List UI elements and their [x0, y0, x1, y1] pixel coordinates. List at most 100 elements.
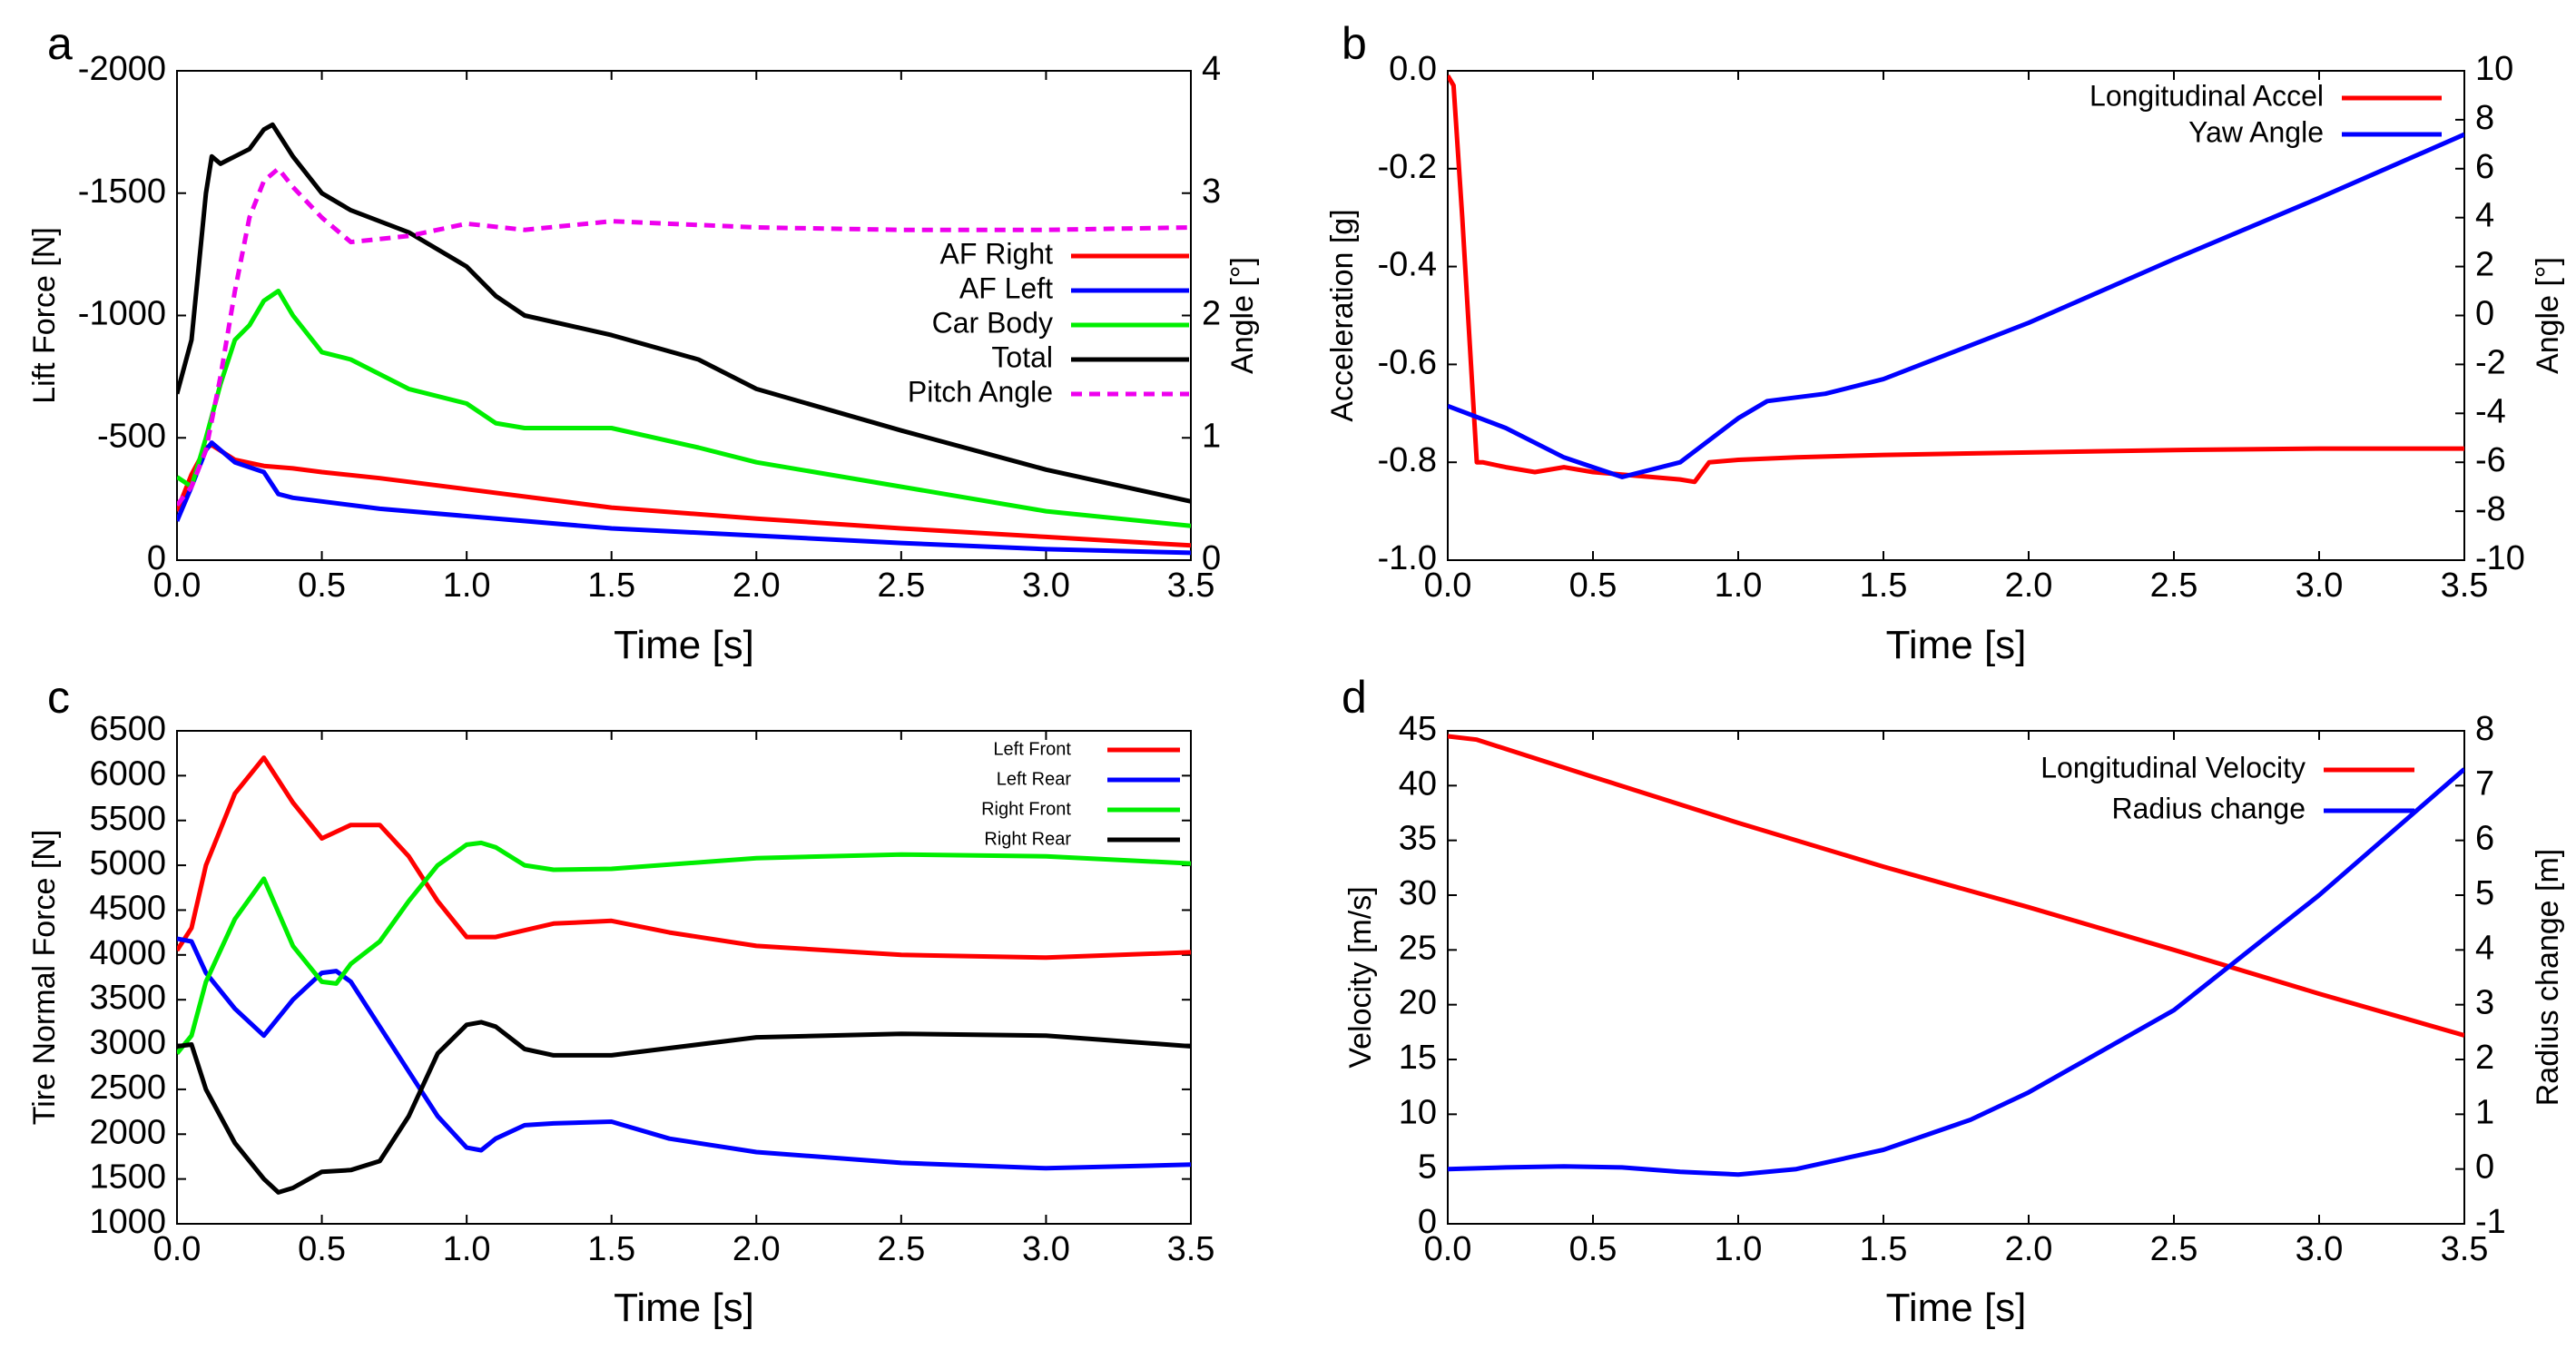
y-tick-label: 3500 [89, 979, 166, 1017]
x-tick-label: 0.0 [1424, 1230, 1472, 1268]
y-tick-label: 5500 [89, 800, 166, 838]
y-tick-label: 0 [147, 539, 166, 577]
y-tick-label: 0 [1418, 1203, 1437, 1241]
y-axis-title: Acceleration [g] [1325, 209, 1360, 421]
y-tick-label: -500 [97, 417, 166, 455]
y-tick-label: 6000 [89, 754, 166, 793]
x-tick-label: 1.5 [1860, 567, 1908, 605]
x-tick-label: 3.5 [1167, 1230, 1215, 1268]
y-tick-label: -1000 [78, 295, 166, 333]
plot-frame [176, 730, 1192, 1225]
y2-tick-label: 1 [2475, 1093, 2494, 1131]
y-tick-label: -0.4 [1378, 246, 1437, 284]
y-tick-label: 10 [1399, 1093, 1437, 1131]
y-tick-label: -0.2 [1378, 148, 1437, 186]
x-tick-label: 3.5 [1167, 567, 1215, 605]
x-tick-label: 0.5 [1569, 1230, 1617, 1268]
y2-tick-label: 3 [1202, 172, 1221, 211]
y2-tick-label: 10 [2475, 50, 2513, 88]
y2-tick-label: 0 [2475, 295, 2494, 333]
panel-letter: d [1342, 672, 1367, 723]
y2-tick-label: -10 [2475, 539, 2525, 577]
y2-axis-title: Angle [°] [2531, 257, 2565, 374]
x-axis-title: Time [s] [614, 623, 754, 667]
x-tick-label: 2.5 [2150, 1230, 2198, 1268]
x-tick-label: 2.5 [877, 1230, 925, 1268]
x-tick-label: 3.0 [2296, 567, 2344, 605]
x-tick-label: 2.5 [2150, 567, 2198, 605]
plot-frame [1447, 730, 2465, 1225]
series-line-radius-change [1448, 767, 2464, 1178]
panel-c: c 0.0 0.5 1.0 1.5 2.0 2.5 3.0 3.5 Time [s] 6500 600… [27, 672, 1214, 1330]
y-axis-title: Velocity [m/s] [1343, 886, 1378, 1068]
x-tick-label: 1.5 [1860, 1230, 1908, 1268]
legend-label: Right Front [981, 799, 1071, 819]
x-axis-title: Time [s] [614, 1286, 754, 1330]
series-line-right-rear [177, 1020, 1191, 1195]
y-tick-label: 3000 [89, 1024, 166, 1062]
y2-tick-label: 6 [2475, 148, 2494, 186]
x-tick-label: 3.0 [1022, 567, 1070, 605]
y-tick-label: 5 [1418, 1148, 1437, 1187]
y2-tick-label: 0 [2475, 1148, 2494, 1187]
y-tick-label: 45 [1399, 710, 1437, 748]
legend-label: Radius change [2112, 792, 2306, 824]
y2-tick-label: 5 [2475, 874, 2494, 912]
y-tick-label: 2500 [89, 1069, 166, 1107]
y-tick-label: 4500 [89, 889, 166, 927]
y-tick-label: 1500 [89, 1158, 166, 1197]
x-tick-label: 2.0 [732, 567, 781, 605]
series-line-left-rear [177, 936, 1191, 1171]
panel-letter: c [47, 672, 70, 723]
y2-tick-label: -2 [2475, 343, 2506, 381]
x-tick-label: 1.0 [1715, 567, 1763, 605]
series-line-yaw-angle [1448, 132, 2464, 479]
legend-label: Left Rear [997, 769, 1072, 789]
x-tick-label: 0.5 [298, 567, 346, 605]
series-line-left-front [177, 755, 1191, 961]
x-tick-label: 1.5 [587, 567, 635, 605]
y2-tick-label: 0 [1202, 539, 1221, 577]
legend-label: Pitch Angle [908, 375, 1053, 408]
legend-label: AF Right [940, 237, 1054, 270]
y2-tick-label: 2 [1202, 295, 1221, 333]
series-line-longitudinal-velocity [1448, 734, 2464, 1038]
y2-axis-title: Angle [°] [1225, 257, 1260, 374]
y2-tick-label: 3 [2475, 984, 2494, 1022]
legend-label: Total [991, 340, 1053, 373]
series-line-right-front [177, 840, 1191, 1055]
y-tick-label: -1500 [78, 172, 166, 211]
legend-label: Yaw Angle [2188, 115, 2324, 148]
y-tick-label: 15 [1399, 1039, 1437, 1077]
legend-label: Car Body [932, 306, 1053, 339]
y-axis-title: Tire Normal Force [N] [27, 830, 62, 1126]
y-tick-label: 40 [1399, 764, 1437, 803]
y2-tick-label: -6 [2475, 441, 2506, 479]
x-tick-label: 0.0 [153, 567, 202, 605]
x-tick-label: 0.0 [153, 1230, 202, 1268]
y2-tick-label: 8 [2475, 99, 2494, 137]
y-tick-label: 0.0 [1389, 50, 1437, 88]
x-tick-label: 1.0 [443, 567, 491, 605]
y2-tick-label: -8 [2475, 490, 2506, 528]
x-tick-label: 1.0 [1715, 1230, 1763, 1268]
y2-tick-label: 2 [2475, 1039, 2494, 1077]
y2-tick-label: 4 [2475, 197, 2494, 235]
y-tick-label: -0.8 [1378, 441, 1437, 479]
y-tick-label: 2000 [89, 1113, 166, 1151]
x-axis-title: Time [s] [1886, 623, 2027, 667]
x-tick-label: 0.5 [1569, 567, 1617, 605]
panel-a: a 0.0 0.5 1.0 1.5 2.0 2.5 3.0 3.5 Time [s] -2000 -1… [27, 18, 1260, 667]
y-tick-label: 4000 [89, 934, 166, 972]
series-line-car-body [177, 289, 1191, 528]
panel-letter: b [1342, 18, 1367, 69]
x-tick-label: 2.0 [2005, 567, 2053, 605]
y2-tick-label: 7 [2475, 764, 2494, 803]
legend-label: Left Front [993, 739, 1071, 759]
y2-tick-label: 8 [2475, 710, 2494, 748]
x-tick-label: 2.0 [2005, 1230, 2053, 1268]
legend-label: Right Rear [984, 829, 1071, 849]
panel-b: b 0.0 0.5 1.0 1.5 2.0 2.5 3.0 3.5 Time [s] 0.0 -0.2… [1325, 18, 2565, 667]
